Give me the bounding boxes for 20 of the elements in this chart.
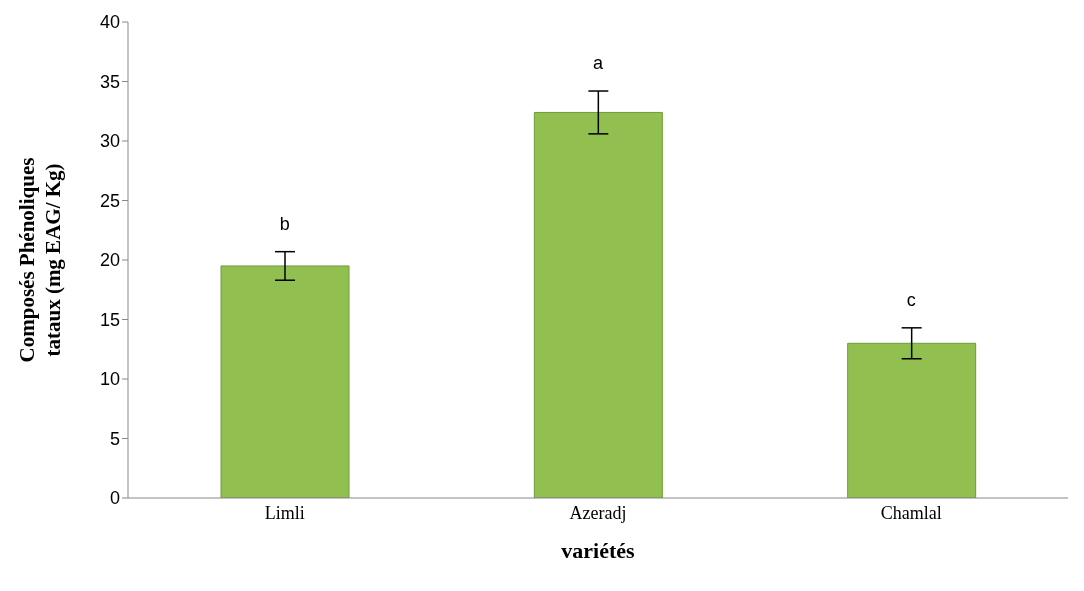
y-tick-label: 0: [109, 488, 120, 509]
y-tick-label: 30: [99, 131, 120, 152]
annotation: c: [906, 289, 916, 310]
y-tick-label: 40: [99, 12, 120, 33]
annotation: a: [592, 53, 604, 74]
x-tick-label: Chamlal: [880, 502, 942, 523]
bar: [847, 342, 977, 498]
y-tick-label: 10: [99, 369, 120, 390]
x-tick-label: Limli: [264, 502, 305, 523]
y-axis-title: Composés Phénoliques tataux (mg EAG/ Kg): [15, 157, 65, 363]
bar: [220, 265, 350, 498]
y-tick-label: 35: [99, 71, 120, 92]
y-tick-label: 25: [99, 190, 120, 211]
x-axis-title: variétés: [561, 538, 636, 563]
y-tick-label: 5: [109, 428, 120, 449]
bar: [533, 111, 663, 498]
x-tick-label: Azeradj: [569, 502, 627, 523]
y-tick-label: 15: [99, 309, 120, 330]
y-tick-label: 20: [99, 250, 120, 271]
annotation: b: [279, 213, 290, 234]
